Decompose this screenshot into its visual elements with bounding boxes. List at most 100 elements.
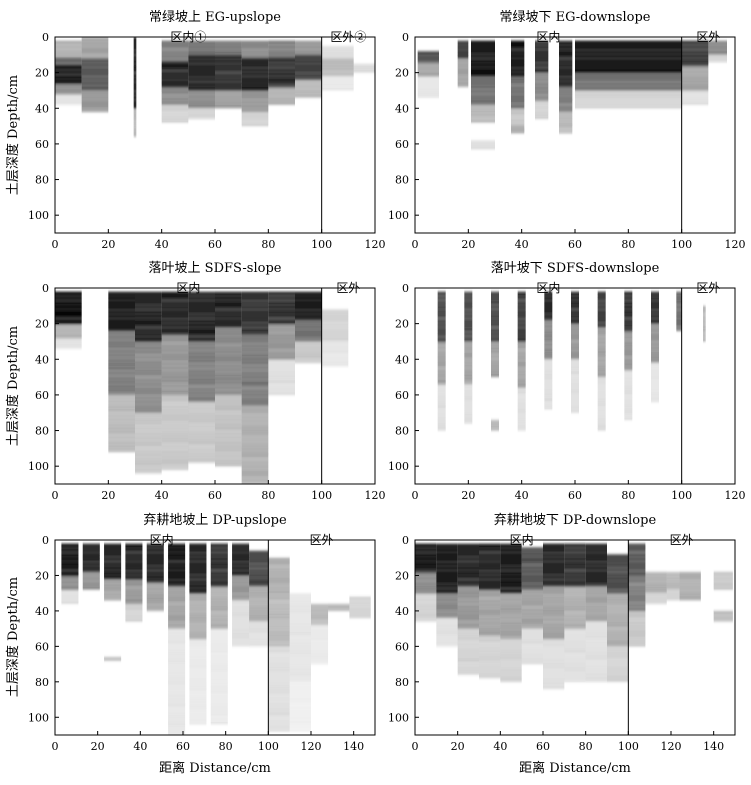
stain-streak bbox=[135, 354, 162, 356]
stain-streak bbox=[500, 647, 522, 649]
stain-streak bbox=[559, 80, 573, 82]
stain-streak bbox=[535, 62, 549, 64]
stain-streak bbox=[168, 677, 186, 679]
stain-streak bbox=[464, 354, 473, 356]
stain-streak bbox=[628, 627, 646, 629]
stain-streak bbox=[108, 394, 135, 396]
stain-streak bbox=[295, 83, 322, 85]
stain-streak bbox=[521, 551, 543, 553]
stain-streak bbox=[161, 99, 189, 101]
stain-streak bbox=[624, 365, 633, 367]
stain-streak bbox=[189, 587, 207, 589]
stain-streak bbox=[544, 342, 553, 344]
stain-streak bbox=[61, 593, 79, 595]
stain-streak bbox=[241, 432, 269, 434]
x-axis-label-right: 距离 Distance/cm bbox=[519, 760, 631, 776]
stain-streak bbox=[500, 606, 522, 608]
stain-streak bbox=[628, 583, 646, 585]
stain-streak bbox=[585, 595, 607, 597]
stain-streak bbox=[311, 660, 329, 662]
stain-streak bbox=[108, 343, 135, 345]
stain-streak bbox=[457, 561, 479, 563]
stain-streak bbox=[607, 601, 629, 603]
stain-streak bbox=[471, 84, 495, 86]
stain-streak bbox=[479, 607, 501, 609]
stain-streak bbox=[564, 608, 586, 610]
stain-streak bbox=[108, 430, 135, 432]
stain-streak bbox=[215, 304, 242, 306]
stain-streak bbox=[471, 89, 495, 91]
stain-streak bbox=[628, 560, 646, 562]
stain-band-3 bbox=[241, 405, 269, 484]
stain-streak bbox=[628, 593, 646, 595]
stain-streak bbox=[457, 570, 479, 572]
stain-streak bbox=[232, 556, 250, 558]
stain-streak bbox=[161, 117, 189, 119]
stain-streak bbox=[500, 628, 522, 630]
stain-profile-1 bbox=[55, 291, 82, 349]
stain-streak bbox=[437, 308, 446, 310]
stain-streak bbox=[133, 63, 137, 64]
stain-streak bbox=[585, 583, 607, 585]
stain-streak bbox=[457, 569, 479, 571]
panel-title: 常绿坡上 EG-upslope bbox=[149, 10, 281, 25]
stain-streak bbox=[189, 556, 207, 558]
stain-profile-10 bbox=[249, 550, 269, 647]
stain-streak bbox=[289, 619, 311, 621]
y-tick-label: 100 bbox=[28, 209, 49, 222]
stain-streak bbox=[55, 98, 82, 100]
stain-streak bbox=[188, 327, 215, 329]
stain-streak bbox=[457, 664, 479, 666]
stain-streak bbox=[168, 578, 186, 580]
stain-streak bbox=[597, 327, 606, 329]
stain-streak bbox=[437, 304, 446, 306]
stain-streak bbox=[241, 468, 269, 470]
stain-streak bbox=[108, 438, 135, 440]
stain-streak bbox=[543, 643, 565, 645]
x-tick-label: 40 bbox=[155, 489, 169, 502]
stain-streak bbox=[161, 456, 189, 458]
stain-streak bbox=[645, 584, 667, 586]
stain-streak bbox=[249, 634, 269, 636]
stain-streak bbox=[607, 654, 629, 656]
stain-streak bbox=[82, 560, 100, 562]
stain-streak bbox=[161, 448, 189, 450]
stain-streak bbox=[544, 333, 553, 335]
stain-streak bbox=[321, 341, 349, 343]
stain-streak bbox=[268, 58, 295, 60]
stain-streak bbox=[215, 390, 242, 392]
stain-streak bbox=[624, 308, 633, 310]
stain-streak bbox=[543, 613, 565, 615]
x-tick-label: 20 bbox=[101, 489, 115, 502]
stain-streak bbox=[268, 664, 290, 666]
stain-band-2 bbox=[104, 579, 122, 601]
stain-streak bbox=[559, 115, 573, 117]
y-tick-label: 80 bbox=[395, 174, 409, 187]
stain-streak bbox=[210, 579, 228, 581]
stain-streak bbox=[161, 356, 189, 358]
stain-streak bbox=[500, 593, 522, 595]
stain-band-2 bbox=[289, 681, 311, 732]
stain-streak bbox=[571, 381, 579, 383]
stain-streak bbox=[607, 576, 629, 578]
stain-streak bbox=[210, 637, 228, 639]
stain-streak bbox=[564, 617, 586, 619]
stain-profile-1 bbox=[417, 51, 439, 98]
stain-streak bbox=[249, 595, 269, 597]
stain-streak bbox=[146, 586, 164, 588]
stain-streak bbox=[146, 570, 164, 572]
stain-streak bbox=[168, 700, 186, 702]
stain-streak bbox=[713, 614, 733, 616]
stain-streak bbox=[146, 600, 164, 602]
stain-streak bbox=[61, 575, 79, 577]
stain-streak bbox=[188, 420, 215, 422]
stain-streak bbox=[125, 570, 143, 572]
stain-streak bbox=[108, 374, 135, 376]
stain-streak bbox=[215, 358, 242, 360]
stain-streak bbox=[210, 543, 228, 545]
stain-streak bbox=[135, 443, 162, 445]
stain-streak bbox=[543, 608, 565, 610]
stain-streak bbox=[628, 579, 646, 581]
stain-streak bbox=[295, 67, 322, 69]
stain-streak bbox=[521, 569, 543, 571]
